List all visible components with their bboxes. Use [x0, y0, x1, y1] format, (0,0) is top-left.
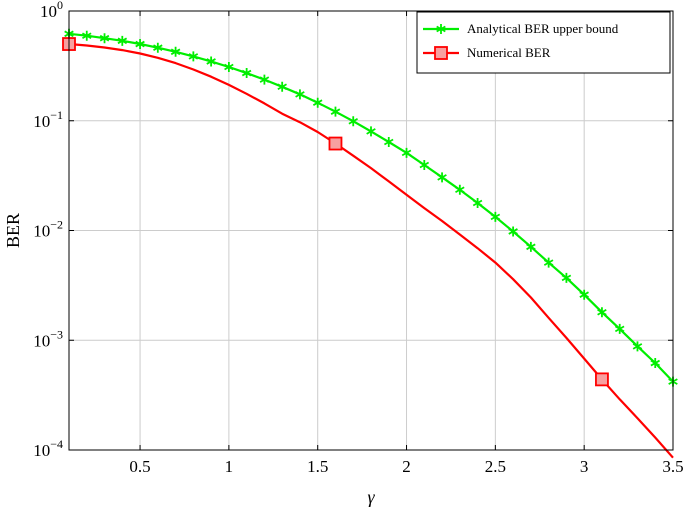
data-point-star: [632, 341, 643, 352]
series-line: [68, 32, 674, 383]
series-square: [62, 37, 674, 459]
x-tick-label: 1.5: [307, 457, 328, 476]
series-star: [64, 28, 678, 387]
x-tick-label: 3.5: [662, 457, 683, 476]
data-point-star: [472, 198, 483, 209]
data-point-star: [135, 39, 145, 50]
data-point-star: [614, 323, 625, 334]
data-point-star: [153, 42, 163, 53]
data-point-star: [419, 160, 430, 171]
data-point-star: [224, 61, 234, 72]
data-point-star: [188, 51, 199, 62]
data-point-square: [328, 136, 343, 151]
plot-area: [62, 28, 678, 459]
data-point-star: [490, 211, 501, 222]
data-point-star: [561, 272, 572, 283]
data-point-star: [455, 184, 465, 195]
legend-label: Analytical BER upper bound: [467, 21, 619, 36]
data-point-star: [241, 68, 252, 79]
data-point-star: [526, 241, 536, 252]
data-point-star: [170, 46, 181, 57]
y-axis-ticks: 100 10−1 10−2 10−3 10−4: [33, 0, 673, 460]
y-tick-label: 10−4: [33, 437, 63, 460]
x-tick-label: 1: [225, 457, 234, 476]
series-line: [68, 42, 674, 459]
data-point-star: [650, 358, 661, 369]
data-point-star: [259, 74, 270, 85]
data-point-star: [330, 106, 341, 117]
y-tick-label: 100: [40, 0, 63, 21]
data-point-square: [595, 372, 609, 387]
y-tick-label: 10−2: [33, 218, 63, 241]
data-point-star: [597, 307, 607, 318]
x-tick-label: 2.5: [485, 457, 506, 476]
x-tick-label: 0.5: [129, 457, 150, 476]
y-tick-label: 10−3: [33, 327, 63, 350]
data-point-star: [99, 33, 110, 44]
data-point-star: [543, 257, 554, 268]
y-tick-label: 10−1: [33, 108, 63, 131]
x-axis-label: γ: [367, 487, 375, 507]
legend-box: [416, 11, 671, 74]
x-axis-ticks: 0.5 1 1.5 2 2.5 3 3.5: [129, 11, 684, 476]
data-point-star: [312, 97, 323, 108]
data-point-star: [206, 56, 216, 67]
data-point-star: [295, 89, 305, 100]
data-point-star: [401, 147, 412, 158]
legend-label: Numerical BER: [467, 45, 551, 60]
data-point-star: [437, 172, 447, 183]
legend-square-marker: [434, 46, 448, 60]
data-point-star: [579, 289, 589, 300]
legend: Analytical BER upper bound Numerical BER: [416, 11, 671, 74]
data-point-star: [508, 226, 518, 237]
data-point-star: [383, 137, 394, 148]
x-tick-label: 3: [580, 457, 589, 476]
y-axis-label: BER: [3, 213, 23, 248]
data-point-star: [348, 116, 359, 127]
data-point-star: [366, 126, 376, 137]
data-point-star: [277, 81, 287, 92]
legend-star-marker: [436, 24, 446, 34]
data-point-star: [117, 35, 128, 46]
data-point-star: [81, 30, 92, 41]
grid: [69, 10, 674, 451]
x-tick-label: 2: [402, 457, 411, 476]
